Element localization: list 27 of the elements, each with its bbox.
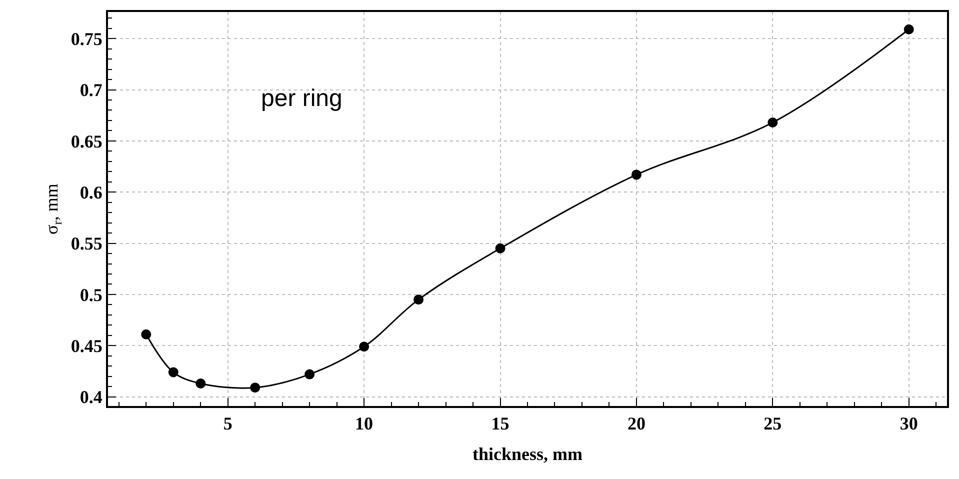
- point: [304, 369, 315, 380]
- x-tick-label: 5: [223, 414, 232, 434]
- point: [631, 170, 642, 180]
- annotation: per ring: [261, 85, 342, 112]
- x-tick-label: 20: [627, 414, 646, 434]
- x-axis-title: thickness, mm: [472, 444, 583, 464]
- x-tick-label: 25: [764, 414, 782, 434]
- y-tick-label: 0.65: [70, 131, 102, 152]
- y-tick-label: 0.5: [80, 284, 102, 305]
- point: [768, 118, 778, 128]
- point: [414, 294, 424, 305]
- point: [359, 342, 370, 352]
- y-tick-label: 0.45: [70, 336, 102, 356]
- x-tick-label: 15: [491, 414, 510, 434]
- x-tick-label: 10: [355, 414, 374, 434]
- point: [250, 382, 260, 393]
- point: [168, 367, 178, 378]
- x-tick-label: 30: [900, 414, 918, 434]
- y-tick-label: 0.7: [80, 80, 102, 100]
- y-tick-label: 0.4: [80, 387, 102, 408]
- point: [196, 378, 206, 388]
- point: [141, 329, 152, 340]
- y-tick-label: 0.55: [70, 234, 102, 254]
- point: [495, 243, 506, 254]
- point: [904, 24, 914, 34]
- y-tick-label: 0.6: [80, 182, 102, 202]
- y-tick-label: 0.75: [70, 28, 102, 49]
